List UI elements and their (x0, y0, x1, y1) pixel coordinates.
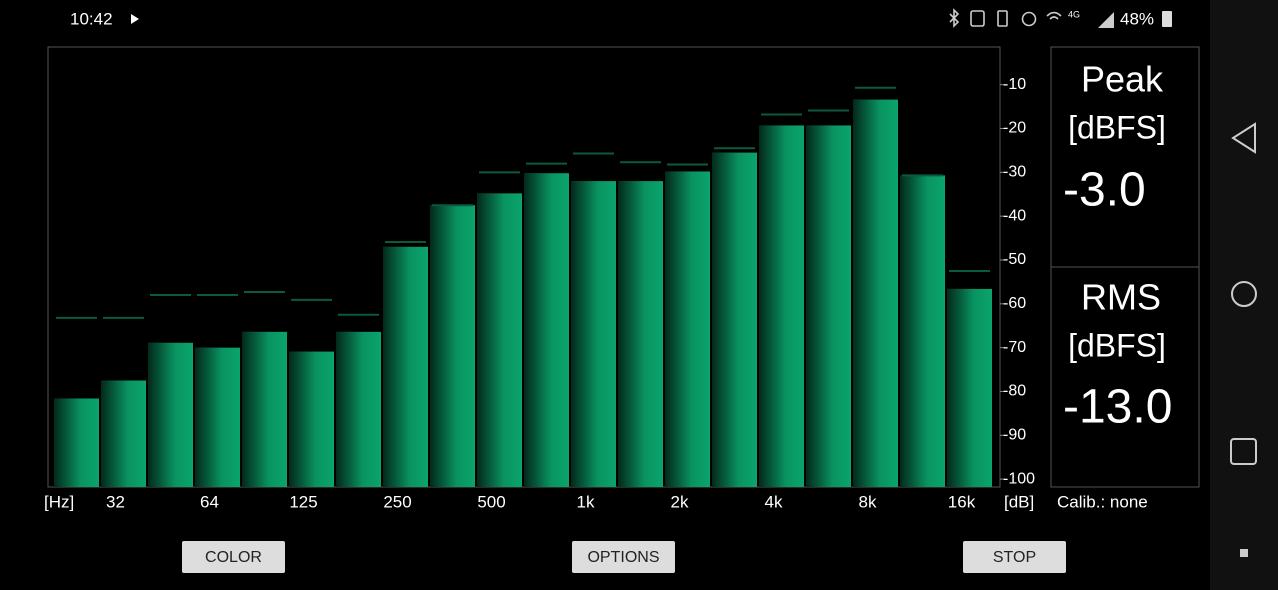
bar-shade (148, 342, 193, 487)
bar-shade (430, 205, 475, 488)
bar-shade (712, 152, 757, 487)
x-tick-label: 16k (948, 492, 976, 511)
back-button[interactable] (1231, 122, 1256, 154)
signal-icon (1098, 12, 1114, 28)
calibration: Calib.: none (1057, 492, 1148, 511)
button[interactable] (182, 541, 285, 573)
x-unit-label: [Hz] (44, 492, 74, 511)
button[interactable] (572, 541, 675, 573)
y-tick-label: -90 (1003, 427, 1026, 444)
y-tick-label: -70 (1003, 339, 1026, 356)
x-tick-label: 8k (859, 492, 877, 511)
bar-shade (289, 351, 334, 487)
home-button[interactable] (1231, 281, 1257, 307)
y-tick-label: -20 (1003, 120, 1026, 137)
bar-shade (947, 288, 992, 487)
button-label: COLOR (205, 549, 262, 566)
x-tick-label: 32 (106, 492, 125, 511)
bar-shade (853, 99, 898, 488)
bar-shade (759, 125, 804, 487)
rms-panel (1050, 266, 1200, 488)
buttons: COLOR OPTIONS STOP (182, 541, 1066, 573)
bar-shade (665, 171, 710, 487)
recents-button[interactable] (1230, 438, 1257, 465)
bar-shade (336, 331, 381, 487)
clock: 10:42 (70, 9, 113, 28)
meter-unit: [dBFS] (1068, 327, 1166, 363)
x-tick-label: 4k (765, 492, 783, 511)
bar-shade (900, 175, 945, 487)
bar-shade (806, 125, 851, 487)
button-label: OPTIONS (587, 549, 659, 566)
battery-icon (1162, 11, 1172, 27)
bar-shade (101, 380, 146, 487)
battery-percent: 48% (1120, 9, 1154, 28)
x-tick-label: 125 (289, 492, 317, 511)
y-tick-label: -10 (1003, 76, 1026, 93)
nav-bar (1210, 0, 1278, 590)
meter-unit: [dBFS] (1068, 109, 1166, 145)
y-tick-label: -100 (1003, 470, 1035, 487)
meter-reading: -13.0 (1063, 381, 1172, 434)
button-label: STOP (993, 549, 1036, 566)
meter-label: Peak (1081, 59, 1164, 100)
x-tick-label: 500 (477, 492, 505, 511)
button[interactable] (963, 541, 1066, 573)
bar-shade (618, 181, 663, 488)
y-tick-label: -50 (1003, 251, 1026, 268)
bar-shade (54, 398, 99, 487)
bar-shade (383, 246, 428, 487)
x-tick-label: 250 (383, 492, 411, 511)
nav-dot (1240, 549, 1248, 557)
network-type: 4G (1068, 9, 1080, 19)
bar-shade (242, 331, 287, 487)
status-icons (949, 8, 1062, 28)
y-tick-label: -60 (1003, 295, 1026, 312)
bar-shade (477, 193, 522, 487)
meter-label: RMS (1081, 277, 1161, 318)
bar-shade (571, 181, 616, 488)
x-tick-label: 2k (671, 492, 689, 511)
bar-shade (524, 173, 569, 487)
y-tick-label: -80 (1003, 383, 1026, 400)
meter-reading: -3.0 (1063, 164, 1146, 217)
x-tick-label: 1k (577, 492, 595, 511)
y-unit-label: [dB] (1004, 492, 1034, 511)
play-icon (131, 14, 139, 24)
y-tick-label: -30 (1003, 164, 1026, 181)
y-tick-label: -40 (1003, 207, 1026, 224)
x-tick-label: 64 (200, 492, 219, 511)
bar-shade (195, 347, 240, 487)
